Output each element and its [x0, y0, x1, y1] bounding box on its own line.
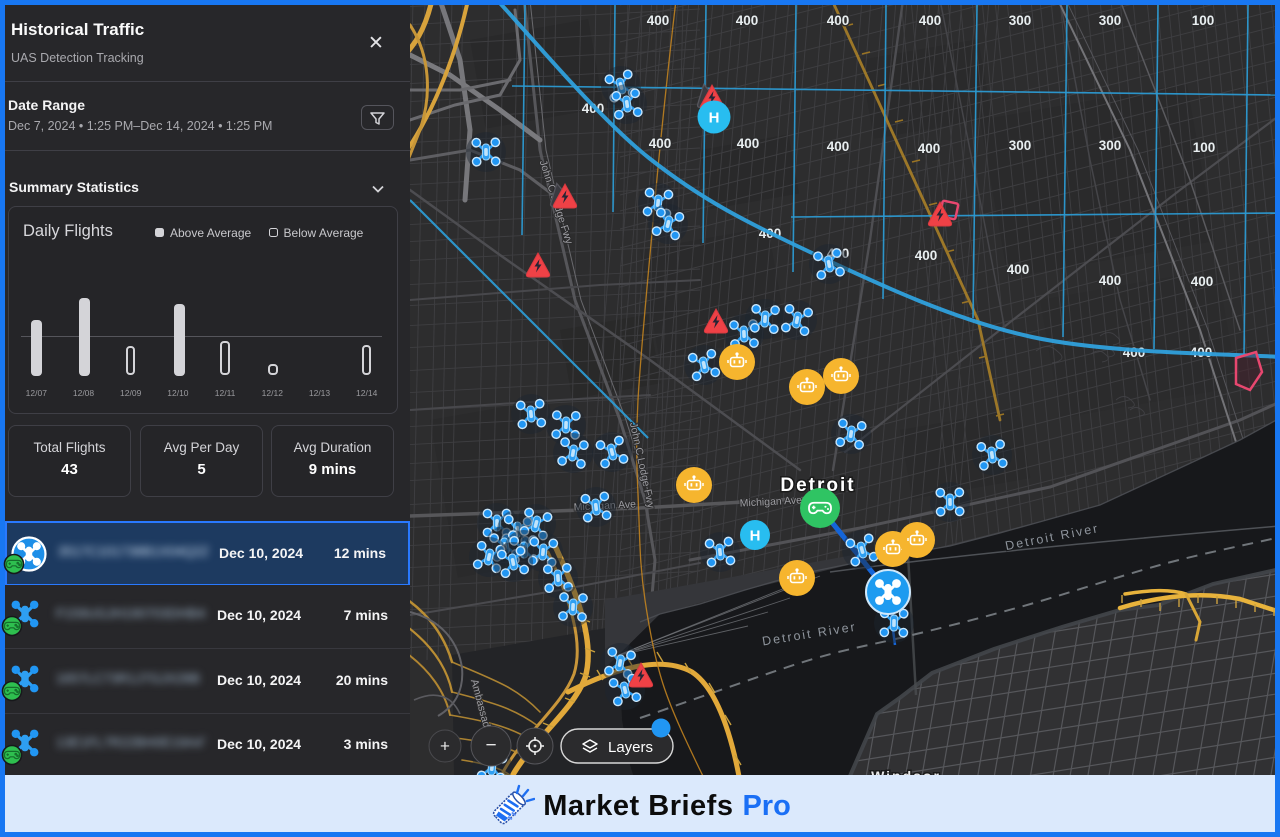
svg-text:400: 400: [736, 13, 759, 28]
svg-text:400: 400: [1099, 273, 1122, 288]
svg-text:400: 400: [915, 248, 938, 263]
svg-text:Layers: Layers: [608, 739, 653, 756]
svg-text:−: −: [485, 735, 496, 756]
svg-text:400: 400: [649, 136, 672, 151]
svg-text:400: 400: [737, 136, 760, 151]
svg-text:400: 400: [647, 13, 670, 28]
svg-text:300: 300: [1099, 138, 1122, 153]
svg-text:H: H: [750, 528, 761, 545]
svg-text:400: 400: [1191, 274, 1214, 289]
svg-text:+: +: [440, 737, 450, 756]
svg-text:100: 100: [1193, 140, 1216, 155]
svg-text:300: 300: [1099, 13, 1122, 28]
svg-text:400: 400: [827, 13, 850, 28]
svg-text:400: 400: [918, 141, 941, 156]
svg-text:300: 300: [1009, 13, 1032, 28]
svg-text:400: 400: [919, 13, 942, 28]
svg-text:300: 300: [1009, 138, 1032, 153]
svg-text:400: 400: [1007, 262, 1030, 277]
svg-text:100: 100: [1192, 13, 1215, 28]
svg-text:Michigan Ave: Michigan Ave: [739, 494, 802, 509]
svg-text:Windsor: Windsor: [871, 768, 941, 775]
svg-text:400: 400: [827, 139, 850, 154]
svg-text:H: H: [709, 110, 720, 127]
